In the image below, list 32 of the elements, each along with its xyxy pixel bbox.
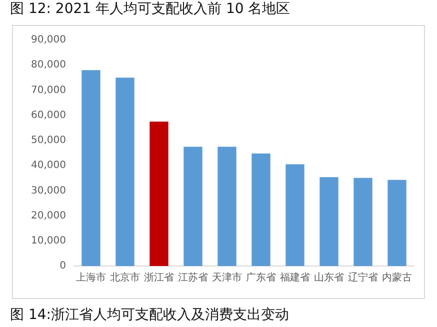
x-tick-label: 北京市 (110, 272, 140, 284)
bar (150, 122, 168, 266)
bar (218, 146, 236, 266)
y-tick-label: 10,000 (30, 235, 66, 246)
y-tick-label: 40,000 (30, 160, 66, 172)
bar (82, 70, 100, 266)
y-tick-label: 30,000 (30, 185, 66, 196)
bar (388, 180, 406, 266)
caption: 图 14:浙江省人均可支配收入及消费支出变动 (10, 306, 289, 324)
y-tick-label: 0 (60, 260, 66, 272)
y-tick-label: 70,000 (30, 84, 66, 96)
y-tick-label: 90,000 (30, 34, 66, 46)
chart-title: 图 12: 2021 年人均可支配收入前 10 名地区 (10, 0, 290, 18)
bar (320, 177, 338, 266)
bar (354, 178, 372, 266)
x-tick-label: 上海市 (76, 272, 106, 284)
x-tick-label: 福建省 (280, 272, 310, 284)
x-tick-label: 江苏省 (178, 272, 208, 284)
x-tick-label: 广东省 (246, 272, 276, 284)
y-tick-label: 60,000 (30, 110, 66, 121)
x-tick-label: 浙江省 (144, 272, 174, 284)
y-tick-label: 80,000 (30, 60, 66, 71)
x-tick-label: 辽宁省 (348, 272, 378, 284)
bar (252, 154, 270, 266)
bar (184, 146, 202, 266)
x-tick-label: 天津市 (212, 272, 242, 284)
bar (116, 78, 134, 266)
y-tick-label: 50,000 (30, 135, 66, 146)
x-tick-label: 山东省 (314, 272, 344, 284)
y-tick-label: 20,000 (30, 210, 66, 222)
bar (286, 164, 304, 266)
x-tick-label: 内蒙古 (382, 272, 412, 284)
